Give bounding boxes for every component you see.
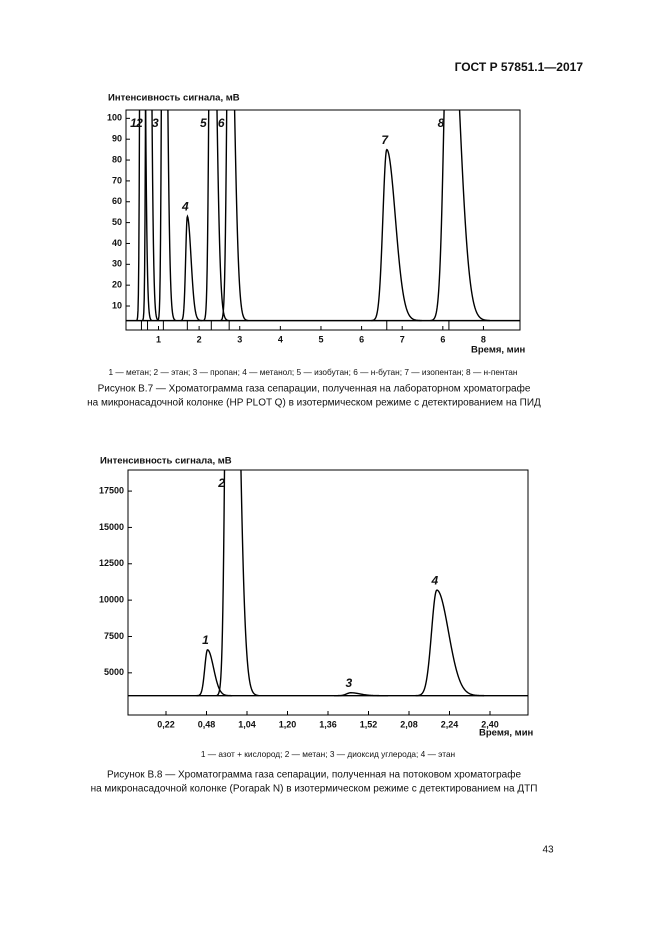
peak xyxy=(203,110,229,322)
x-tick-label: 1,36 xyxy=(319,719,337,729)
peak xyxy=(220,110,249,322)
figure-caption: на микронасадочной колонке (Porapak N) в… xyxy=(91,784,538,795)
y-tick-label: 10000 xyxy=(99,595,124,605)
peak-label: 2 xyxy=(217,476,225,490)
peak xyxy=(196,649,233,697)
page-number: 43 xyxy=(542,845,554,856)
trace xyxy=(128,470,528,697)
x-tick-label: 1 xyxy=(156,334,161,344)
figure-legend: 1 — азот + кислород; 2 — метан; 3 — диок… xyxy=(201,749,455,759)
peak xyxy=(415,589,485,697)
y-tick-label: 70 xyxy=(112,175,122,185)
peak-label: 7 xyxy=(381,133,389,147)
x-tick-label: 0,48 xyxy=(198,719,216,729)
y-tick-label: 30 xyxy=(112,259,122,269)
x-tick-label: 8 xyxy=(481,334,486,344)
x-tick-label: 5 xyxy=(318,334,323,344)
plot-frame xyxy=(127,469,529,716)
plot-frame xyxy=(125,109,521,331)
peak xyxy=(180,214,203,322)
peak-label: 5 xyxy=(200,116,207,130)
y-tick-label: 100 xyxy=(107,113,122,123)
peak-label: 3 xyxy=(345,676,352,690)
peak-label: 6 xyxy=(218,116,225,130)
standard-code: ГОСТ Р 57851.1—2017 xyxy=(455,60,584,74)
peak-label: 3 xyxy=(152,116,159,130)
x-tick-label: 1,52 xyxy=(360,719,378,729)
x-tick-label: 1,20 xyxy=(279,719,297,729)
x-tick-label: 1,04 xyxy=(238,719,256,729)
peak-label: 1 xyxy=(130,116,137,130)
y-tick-label: 60 xyxy=(112,196,122,206)
x-tick-label: 3 xyxy=(237,334,242,344)
peak-label: 1 xyxy=(202,633,209,647)
figure-caption: Рисунок В.7 — Хроматограмма газа сепарац… xyxy=(98,383,531,395)
x-tick-label: 7 xyxy=(400,334,405,344)
peak-label: 4 xyxy=(181,200,189,214)
x-axis-label: Время, мин xyxy=(479,728,534,739)
peak xyxy=(157,110,176,322)
x-tick-label: 6 xyxy=(359,334,364,344)
figure-legend: 1 — метан; 2 — этан; 3 — пропан; 4 — мет… xyxy=(108,367,517,377)
x-axis-label: Время, мин xyxy=(471,345,526,356)
x-tick-label: 0,22 xyxy=(157,719,175,729)
peak xyxy=(136,110,152,321)
y-axis-label: Интенсивность сигнала, мВ xyxy=(108,93,240,104)
y-tick-label: 15000 xyxy=(99,522,124,532)
y-tick-label: 7500 xyxy=(104,631,124,641)
y-tick-label: 5000 xyxy=(104,667,124,677)
y-axis-label: Интенсивность сигнала, мВ xyxy=(100,456,232,467)
x-tick-label: 2 xyxy=(197,334,202,344)
figure-caption: на микронасадочной колонке (HP PLOT Q) в… xyxy=(87,398,541,409)
y-tick-label: 40 xyxy=(112,238,122,248)
x-tick-label: 6 xyxy=(440,334,445,344)
y-tick-label: 10 xyxy=(112,300,122,310)
peak xyxy=(430,110,490,322)
x-tick-label: 4 xyxy=(278,334,283,344)
peak xyxy=(371,148,422,322)
x-tick-label: 2,08 xyxy=(400,719,418,729)
peak-label: 4 xyxy=(431,573,439,587)
peak xyxy=(142,110,159,321)
figure-caption: Рисунок В.8 — Хроматограмма газа сепарац… xyxy=(107,769,522,781)
y-tick-label: 20 xyxy=(112,280,122,290)
peak-label: 2 xyxy=(135,116,143,130)
x-tick-label: 2,40 xyxy=(481,719,499,729)
trace xyxy=(126,110,520,322)
peak xyxy=(334,692,389,697)
peak-label: 8 xyxy=(438,116,445,130)
x-tick-label: 2,24 xyxy=(441,719,459,729)
y-tick-label: 90 xyxy=(112,134,122,144)
y-tick-label: 80 xyxy=(112,154,122,164)
peak xyxy=(216,470,259,697)
y-tick-label: 50 xyxy=(112,217,122,227)
y-tick-label: 17500 xyxy=(99,485,124,495)
y-tick-label: 12500 xyxy=(99,558,124,568)
